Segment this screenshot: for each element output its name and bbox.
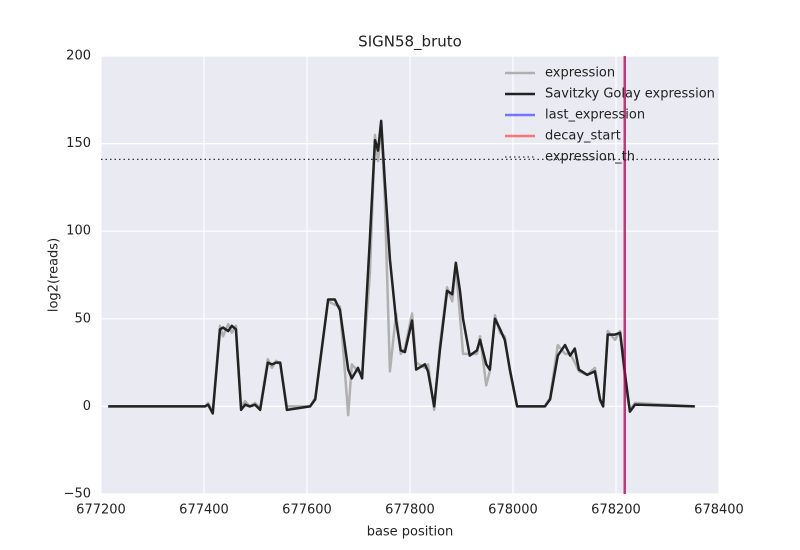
x-tick-label: 677800 (385, 503, 435, 518)
legend-label: last_expression (545, 108, 645, 123)
legend-label: Savitzky Golay expression (545, 87, 715, 102)
x-tick-label: 678200 (591, 503, 641, 518)
x-tick-label: 678400 (694, 503, 744, 518)
y-axis-label: log2(reads) (47, 238, 62, 312)
chart-title: SIGN58_bruto (358, 33, 462, 52)
x-tick-label: 677400 (179, 503, 229, 518)
x-tick-label: 677200 (76, 503, 126, 518)
y-tick-label: 0 (83, 399, 91, 414)
legend-label: expression_th (545, 150, 635, 165)
y-tick-label: 200 (66, 49, 91, 64)
y-tick-label: 100 (66, 224, 91, 239)
series-line (108, 119, 695, 415)
x-tick-label: 677600 (282, 503, 332, 518)
legend-label: decay_start (545, 129, 621, 144)
y-tick-label: 50 (74, 311, 91, 326)
x-axis-label: base position (367, 525, 454, 540)
legend-label: expression (545, 66, 615, 81)
x-tick-label: 678000 (488, 503, 538, 518)
y-tick-label: −50 (64, 487, 91, 502)
y-tick-label: 150 (66, 136, 91, 151)
